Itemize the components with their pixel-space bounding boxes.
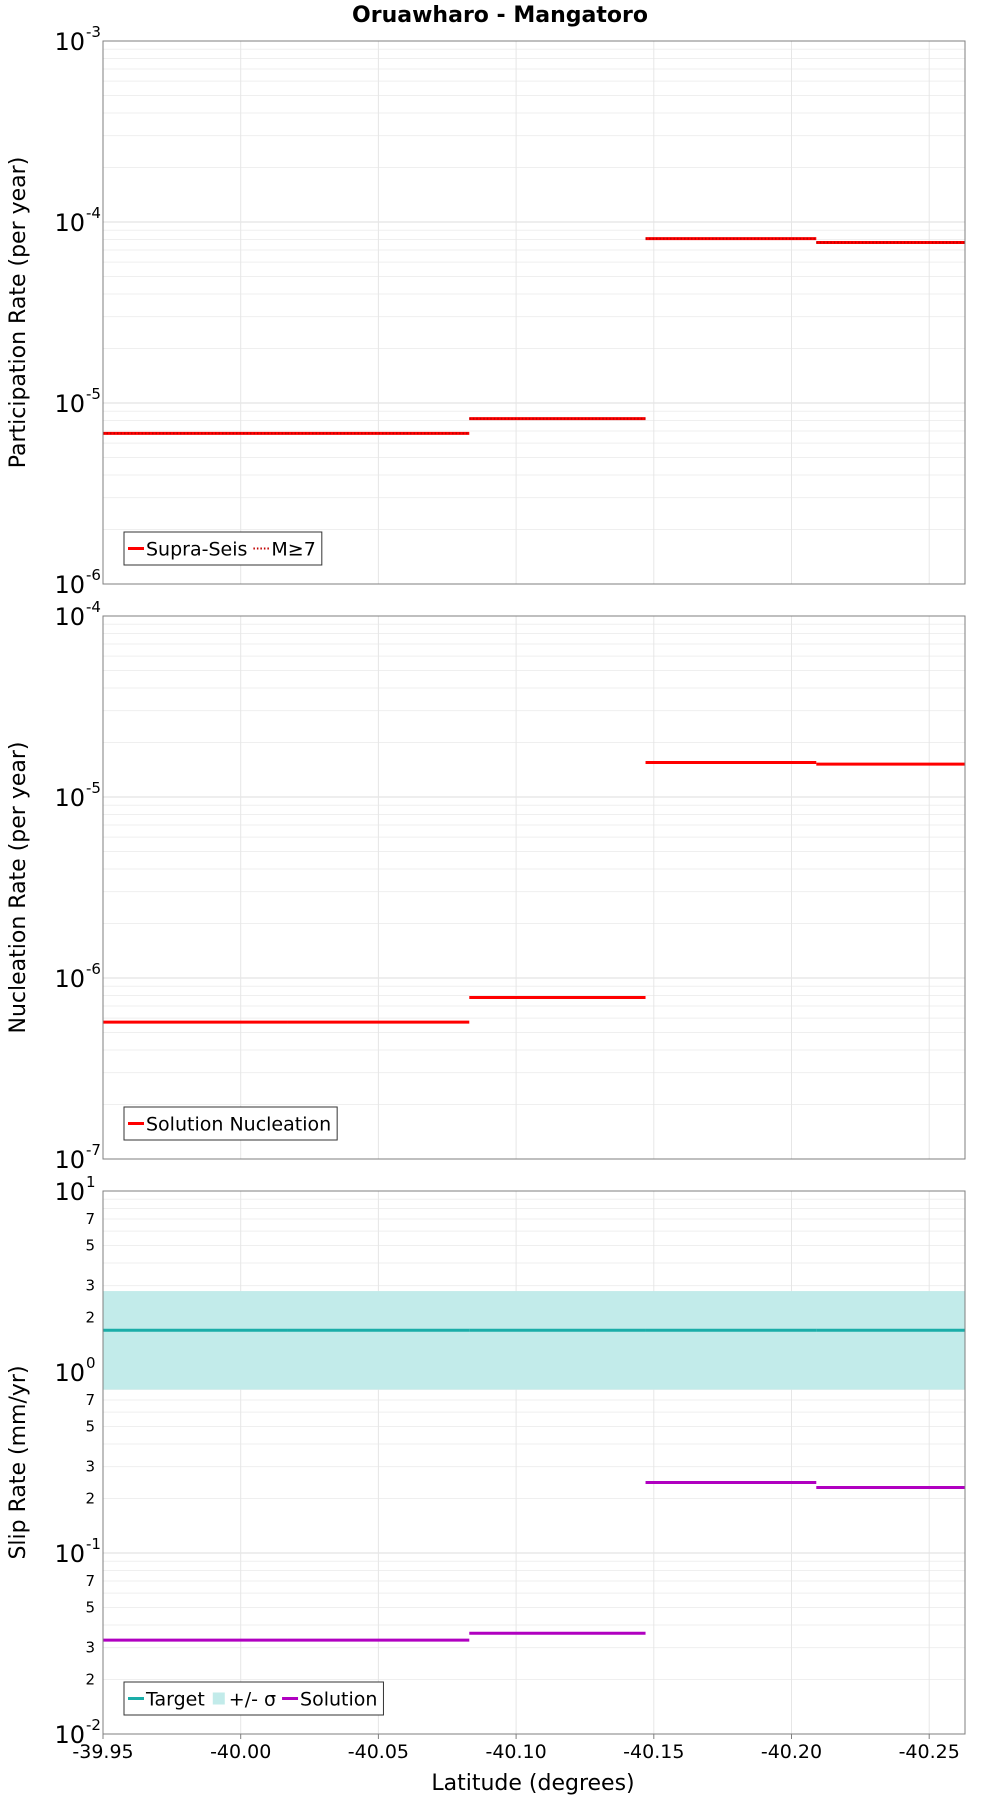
y-tick-label: 10	[54, 965, 85, 993]
y-tick-label: 10	[54, 28, 85, 56]
x-tick-label: -40.10	[485, 1741, 546, 1763]
y-tick-label: 10	[54, 1359, 85, 1387]
y-tick-exponent: 1	[86, 1173, 96, 1191]
y-tick-exponent: -1	[86, 1535, 101, 1553]
chart-title: Oruawharo - Mangatoro	[352, 3, 648, 28]
y-minor-tick-label: 7	[85, 1572, 95, 1590]
y-minor-tick-label: 3	[85, 1458, 95, 1476]
legend: Target +/- σ Solution	[123, 1681, 384, 1716]
plot-area	[103, 616, 965, 1159]
y-axis-label: Slip Rate (mm/yr)	[6, 1365, 31, 1559]
y-tick-label: 10	[54, 784, 85, 812]
y-minor-tick-label: 5	[85, 1236, 95, 1254]
uncertainty-band	[103, 1291, 965, 1390]
legend-label: M≥7	[271, 539, 315, 561]
y-minor-tick-label: 3	[85, 1639, 95, 1657]
y-tick-exponent: -6	[86, 960, 101, 978]
y-tick-exponent: -5	[86, 779, 101, 797]
legend: Solution Nucleation	[123, 1106, 338, 1141]
legend-label: Solution Nucleation	[146, 1114, 331, 1136]
y-tick-exponent: -4	[86, 598, 101, 616]
x-tick-label: -39.95	[72, 1741, 133, 1763]
x-tick-label: -40.20	[761, 1741, 822, 1763]
plot-area	[103, 41, 965, 584]
y-tick-exponent: -2	[86, 1716, 101, 1734]
x-tick-label: -40.15	[623, 1741, 684, 1763]
y-tick-exponent: -5	[86, 385, 101, 403]
x-tick-label: -40.25	[899, 1741, 960, 1763]
y-minor-tick-label: 7	[85, 1391, 95, 1409]
x-tick-label: -40.00	[210, 1741, 271, 1763]
y-minor-tick-label: 5	[85, 1598, 95, 1616]
y-tick-label: 10	[54, 1540, 85, 1568]
y-tick-label: 10	[54, 571, 85, 599]
series-m-7	[103, 237, 965, 435]
plot-area	[103, 1191, 965, 1734]
y-tick-exponent: -3	[86, 23, 101, 41]
series-solution	[103, 1481, 965, 1642]
y-tick-label: 10	[54, 603, 85, 631]
series-solution-nucleation	[103, 761, 965, 1024]
y-tick-exponent: -6	[86, 566, 101, 584]
y-tick-label: 10	[54, 1721, 85, 1749]
y-minor-tick-label: 2	[85, 1671, 95, 1689]
plot-frame	[102, 615, 966, 1160]
legend-label: Target	[145, 1689, 205, 1711]
legend-box	[123, 1681, 384, 1716]
legend-swatch	[212, 1692, 225, 1705]
y-tick-exponent: -4	[86, 204, 101, 222]
legend: Supra-Seis M≥7	[123, 531, 323, 566]
y-tick-label: 10	[54, 1178, 85, 1206]
y-minor-tick-label: 2	[85, 1309, 95, 1327]
legend-label: Supra-Seis	[146, 539, 247, 561]
y-axis-label: Nucleation Rate (per year)	[6, 742, 31, 1034]
y-minor-tick-label: 5	[85, 1417, 95, 1435]
y-minor-tick-label: 3	[85, 1277, 95, 1295]
plot-frame	[102, 40, 966, 585]
y-axis-label: Participation Rate (per year)	[6, 157, 31, 469]
legend-box	[123, 1106, 338, 1141]
x-axis-label: Latitude (degrees)	[431, 1771, 634, 1796]
plot-frame	[102, 1190, 966, 1735]
y-tick-label: 10	[54, 1146, 85, 1174]
legend-box	[123, 531, 323, 566]
y-tick-exponent: -7	[86, 1141, 101, 1159]
y-tick-exponent: 0	[86, 1354, 96, 1372]
legend-label: Solution	[300, 1689, 377, 1711]
legend-label: +/- σ	[229, 1689, 276, 1711]
y-minor-tick-label: 2	[85, 1490, 95, 1508]
y-tick-label: 10	[54, 209, 85, 237]
y-tick-label: 10	[54, 390, 85, 418]
x-tick-label: -40.05	[348, 1741, 409, 1763]
y-minor-tick-label: 7	[85, 1210, 95, 1228]
